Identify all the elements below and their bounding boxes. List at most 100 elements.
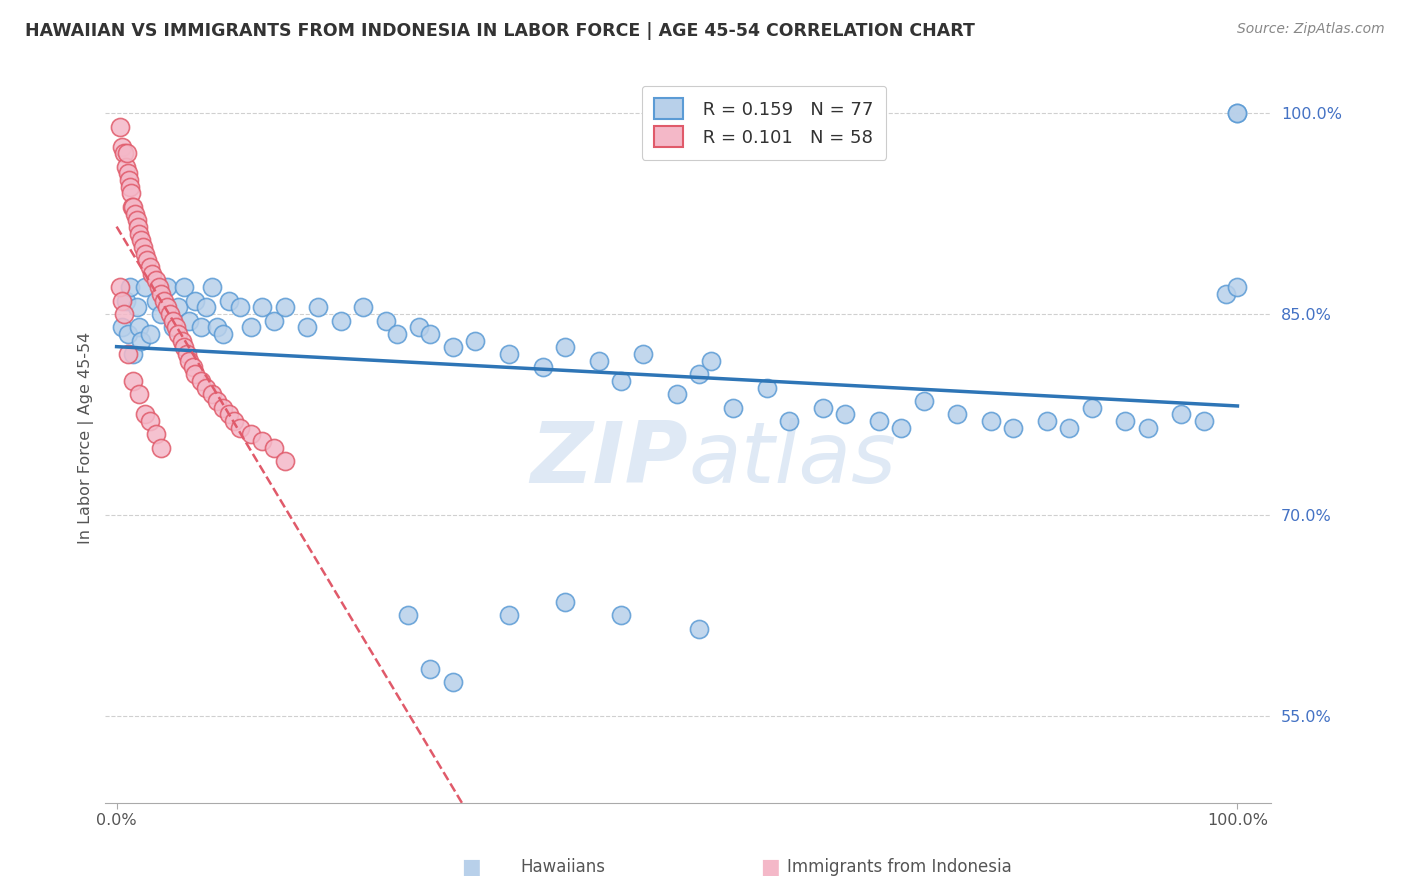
Immigrants from Indonesia [120,186,142,201]
Hawaiians [688,622,710,636]
Hawaiians [498,347,520,361]
Immigrants from Indonesia [134,407,156,421]
Hawaiians [554,340,576,354]
Immigrants from Indonesia [145,427,167,442]
Immigrants from Indonesia [170,334,193,348]
Immigrants from Indonesia [114,146,136,161]
Hawaiians [329,313,352,327]
Hawaiians [1059,420,1081,434]
Immigrants from Indonesia [117,347,139,361]
Immigrants from Indonesia [167,326,190,341]
Hawaiians [240,320,263,334]
Hawaiians [688,367,710,381]
Hawaiians [588,353,610,368]
Immigrants from Indonesia [135,253,157,268]
Immigrants from Indonesia [212,401,235,415]
Immigrants from Indonesia [173,340,195,354]
Hawaiians [114,293,136,308]
Immigrants from Indonesia [128,387,150,401]
Immigrants from Indonesia [181,360,204,375]
Hawaiians [307,300,329,314]
Hawaiians [128,320,150,334]
Hawaiians [1002,420,1025,434]
Hawaiians [610,608,633,623]
Immigrants from Indonesia [132,240,155,254]
Immigrants from Indonesia [162,313,184,327]
Hawaiians [179,313,201,327]
Immigrants from Indonesia [141,267,163,281]
Hawaiians [610,374,633,388]
Immigrants from Indonesia [263,441,285,455]
Hawaiians [263,313,285,327]
Immigrants from Indonesia [117,166,139,180]
Hawaiians [190,320,212,334]
Hawaiians [122,347,145,361]
Hawaiians [912,393,935,408]
Hawaiians [1226,106,1249,120]
Immigrants from Indonesia [152,293,174,308]
Text: Source: ZipAtlas.com: Source: ZipAtlas.com [1237,22,1385,37]
Hawaiians [125,300,148,314]
Immigrants from Indonesia [111,293,134,308]
Hawaiians [212,326,235,341]
Immigrants from Indonesia [159,307,181,321]
Immigrants from Indonesia [114,160,136,174]
Hawaiians [1226,106,1249,120]
Hawaiians [134,280,156,294]
Immigrants from Indonesia [156,300,179,314]
Immigrants from Indonesia [201,387,224,401]
Immigrants from Indonesia [176,347,198,361]
Immigrants from Indonesia [114,307,136,321]
Immigrants from Indonesia [274,454,297,468]
Hawaiians [207,320,229,334]
Hawaiians [195,300,218,314]
Immigrants from Indonesia [121,200,143,214]
Immigrants from Indonesia [190,374,212,388]
Hawaiians [441,340,464,354]
Hawaiians [1114,414,1136,428]
Hawaiians [531,360,554,375]
Immigrants from Indonesia [129,233,152,247]
Immigrants from Indonesia [165,320,187,334]
Immigrants from Indonesia [207,393,229,408]
Hawaiians [811,401,834,415]
Hawaiians [1136,420,1159,434]
Immigrants from Indonesia [111,139,134,153]
Hawaiians [374,313,396,327]
Immigrants from Indonesia [139,414,162,428]
Hawaiians [834,407,856,421]
Immigrants from Indonesia [150,286,173,301]
Hawaiians [408,320,430,334]
Hawaiians [111,320,134,334]
Immigrants from Indonesia [108,280,131,294]
Text: ■: ■ [761,857,780,877]
Hawaiians [274,300,297,314]
Hawaiians [464,334,486,348]
Immigrants from Indonesia [118,173,141,187]
Immigrants from Indonesia [224,414,246,428]
Immigrants from Indonesia [122,200,145,214]
Hawaiians [946,407,969,421]
Hawaiians [352,300,374,314]
Hawaiians [1215,286,1237,301]
Immigrants from Indonesia [148,280,170,294]
Text: Immigrants from Indonesia: Immigrants from Indonesia [787,858,1012,876]
Hawaiians [167,300,190,314]
Hawaiians [498,608,520,623]
Hawaiians [162,320,184,334]
Text: Hawaiians: Hawaiians [520,858,605,876]
Hawaiians [252,300,274,314]
Hawaiians [441,675,464,690]
Immigrants from Indonesia [127,219,149,234]
Hawaiians [184,293,207,308]
Hawaiians [117,326,139,341]
Hawaiians [1170,407,1192,421]
Hawaiians [218,293,240,308]
Hawaiians [173,280,195,294]
Immigrants from Indonesia [124,206,146,220]
Hawaiians [145,293,167,308]
Text: ZIP: ZIP [530,418,688,501]
Hawaiians [129,334,152,348]
Immigrants from Indonesia [125,213,148,227]
Text: atlas: atlas [688,418,896,501]
